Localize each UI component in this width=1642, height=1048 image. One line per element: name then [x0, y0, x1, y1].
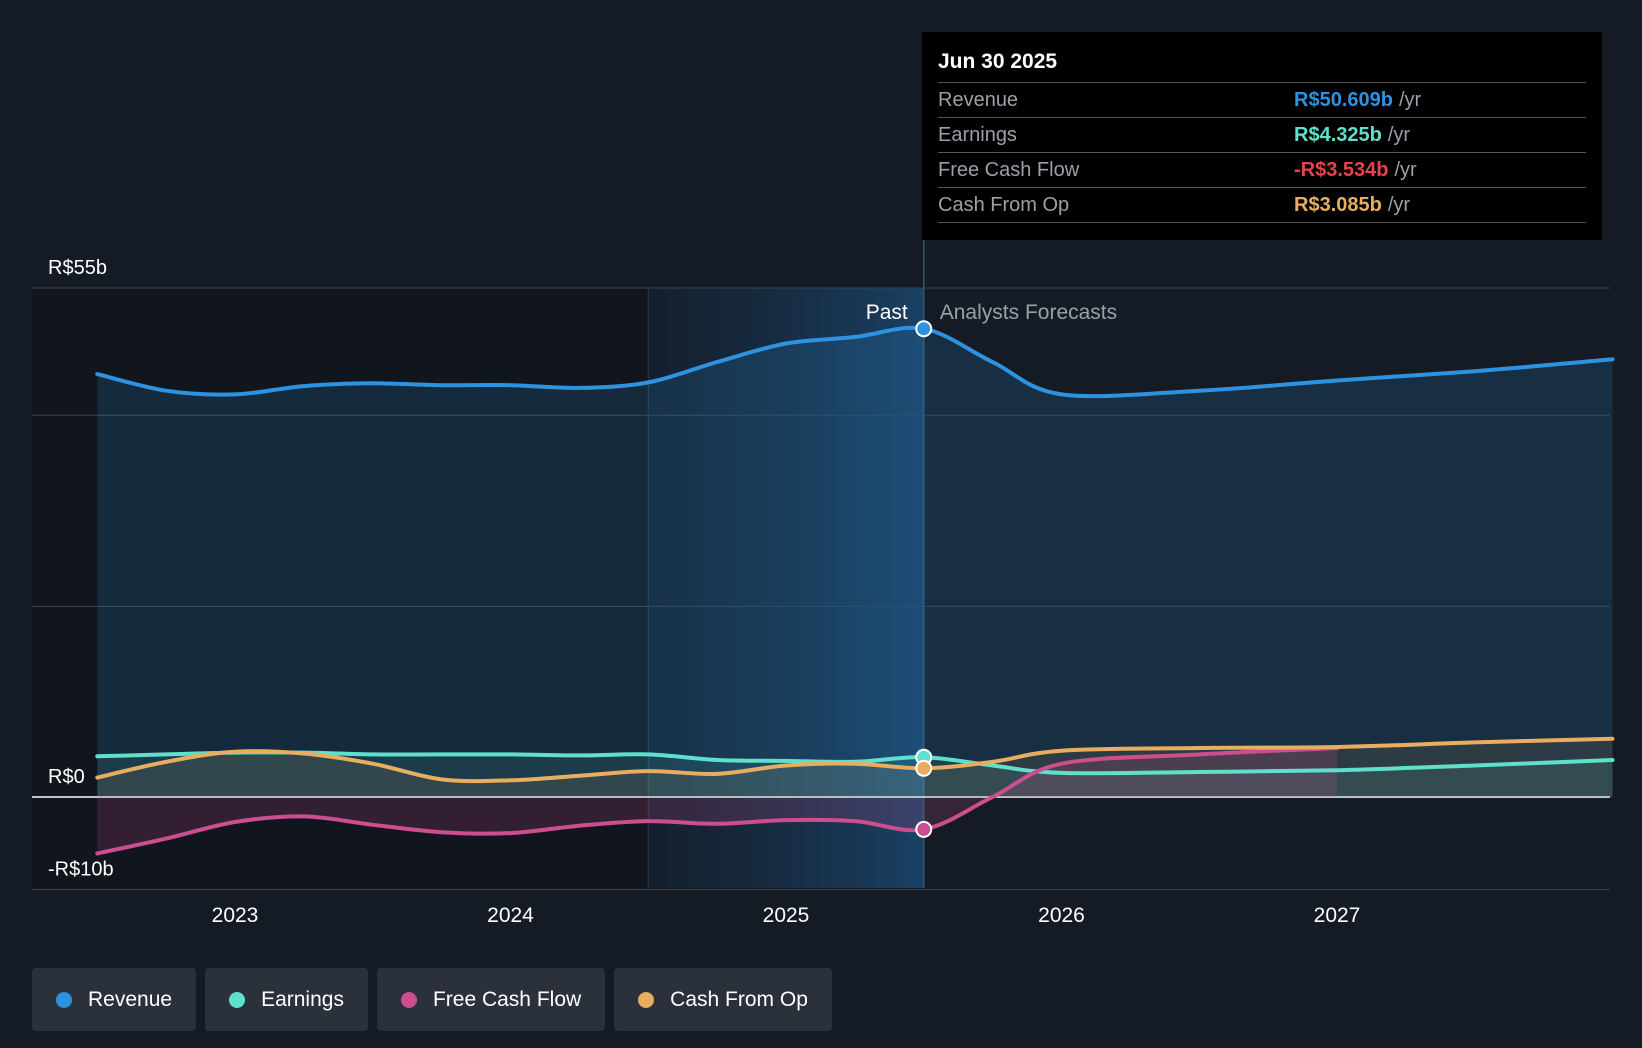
legend-item-cash-from-op[interactable]: Cash From Op	[614, 968, 832, 1031]
tooltip-value: R$3.085b	[1294, 194, 1382, 216]
tooltip-unit: /yr	[1387, 124, 1411, 146]
tooltip-row-cash-from-op: Cash From Op R$3.085b /yr	[938, 188, 1586, 223]
x-tick-label: 2027	[1314, 904, 1361, 927]
tooltip-row-free-cash-flow: Free Cash Flow -R$3.534b /yr	[938, 153, 1586, 188]
tooltip-label: Free Cash Flow	[938, 159, 1080, 181]
legend-label: Free Cash Flow	[432, 987, 582, 1011]
x-tick-label: 2023	[212, 904, 259, 927]
legend-label: Cash From Op	[670, 987, 808, 1011]
x-tick-label: 2024	[487, 904, 534, 927]
legend: Revenue Earnings Free Cash Flow Cash Fro…	[32, 968, 832, 1031]
legend-item-free-cash-flow[interactable]: Free Cash Flow	[376, 968, 606, 1031]
forecast-label: Analysts Forecasts	[940, 301, 1117, 324]
past-label: Past	[866, 301, 908, 324]
legend-label: Earnings	[261, 987, 344, 1011]
x-tick-label: 2025	[763, 904, 810, 927]
legend-label: Revenue	[88, 987, 173, 1011]
revenue-line	[95, 325, 1615, 399]
past-highlight	[648, 288, 924, 888]
legend-dot-icon	[400, 991, 417, 1008]
tooltip-label: Revenue	[938, 89, 1019, 111]
legend-item-revenue[interactable]: Revenue	[32, 968, 197, 1031]
legend-dot-icon	[638, 991, 655, 1008]
earnings-area	[97, 752, 1613, 797]
tooltip-value: R$4.325b	[1294, 124, 1382, 146]
tooltip-label: Earnings	[938, 124, 1017, 146]
tooltip-unit: /yr	[1387, 194, 1411, 216]
tooltip-unit: /yr	[1394, 159, 1417, 181]
cash-from-op-point	[915, 759, 933, 777]
tooltip-row-earnings: Earnings R$4.325b /yr	[938, 118, 1586, 153]
free-cash-flow-line	[95, 746, 1339, 856]
x-tick-label: 2026	[1038, 904, 1085, 927]
tooltip-value: R$50.609b	[1294, 89, 1393, 111]
y-tick-label: R$0	[48, 766, 85, 788]
revenue-area	[97, 327, 1613, 797]
y-tick-label: R$55b	[48, 257, 107, 279]
tooltip-date: Jun 30 2025	[938, 46, 1586, 83]
tooltip-row-revenue: Revenue R$50.609b /yr	[938, 83, 1586, 118]
revenue-point	[915, 320, 933, 338]
tooltip-value: -R$3.534b	[1294, 159, 1389, 181]
legend-dot-icon	[229, 991, 246, 1008]
tooltip-label: Cash From Op	[938, 194, 1070, 216]
legend-item-earnings[interactable]: Earnings	[205, 968, 368, 1031]
cash-from-op-line	[95, 736, 1615, 784]
tooltip: Jun 30 2025 Revenue R$50.609b /yr Earnin…	[922, 32, 1602, 240]
tooltip-unit: /yr	[1398, 89, 1422, 111]
legend-dot-icon	[56, 991, 72, 1008]
free-cash-flow-point	[915, 820, 933, 838]
y-tick-label: -R$10b	[48, 859, 114, 881]
